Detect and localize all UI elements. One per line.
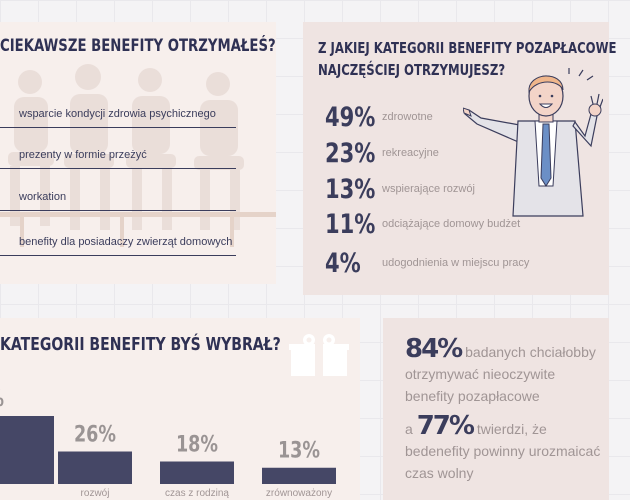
card-preferred-categories-chart: KATEGORII BENEFITY BYŚ WYBRAŁ? % 26% rozwó… <box>0 318 360 500</box>
card2-title-line1: Z JAKIEJ KATEGORII BENEFITY POZAPŁACOWE <box>318 39 617 57</box>
summary-percent: 84% <box>405 334 463 364</box>
list-item: benefity dla posiadaczy zwierząt domowyc… <box>0 236 236 256</box>
chart-bar <box>262 467 336 484</box>
bar-chart: % 26% rozwój 18% czas z rodziną 13% zrównoważo… <box>0 386 336 499</box>
card-interesting-benefits: CIEKAWSZE BENEFITY OTRZYMAŁEŚ? wsparcie … <box>0 22 276 284</box>
card-category-stats: Z JAKIEJ KATEGORII BENEFITY POZAPŁACOWE … <box>303 22 617 295</box>
stat-label: odciążające domowy budżet <box>382 218 521 230</box>
chart-bar <box>58 451 132 484</box>
chart-bar <box>160 461 234 484</box>
chart-value-label: 13% <box>278 438 320 463</box>
list-item: prezenty w formie przeżyć <box>0 149 236 169</box>
list-item-label: prezenty w formie przeżyć <box>19 149 147 161</box>
card1-title: CIEKAWSZE BENEFITY OTRZYMAŁEŚ? <box>0 36 276 56</box>
summary-prefix: a <box>405 421 413 437</box>
stat-percent: 49% <box>325 102 376 133</box>
chart-title: KATEGORII BENEFITY BYŚ WYBRAŁ? <box>0 334 281 355</box>
summary-paragraph-1: 84% badanych chciałobby otrzymywać nieoc… <box>405 336 605 407</box>
chart-value-label: 26% <box>74 422 116 447</box>
stat-percent: 4% <box>325 248 361 279</box>
summary-percent: 77% <box>416 411 475 441</box>
stat-label: udogodnienia w miejscu pracy <box>382 257 530 269</box>
list-item-label: benefity dla posiadaczy zwierząt domowyc… <box>19 236 233 248</box>
gift-icon <box>289 334 349 376</box>
list-item: workation <box>0 191 236 211</box>
card-summary-stats: 84% badanych chciałobby otrzymywać nieoc… <box>383 318 609 500</box>
card2-title-line2: NAJCZĘŚCIEJ OTRZYMUJESZ? <box>318 61 506 79</box>
stat-percent: 11% <box>325 209 376 240</box>
chart-bar <box>0 416 54 484</box>
chart-value-label: % <box>0 386 4 411</box>
stat-percent: 13% <box>325 174 376 205</box>
stat-label: zdrowotne <box>382 111 433 123</box>
list-item-label: wsparcie kondycji zdrowia psychicznego <box>19 108 216 120</box>
summary-paragraph-2: a 77% twierdzi, że bedenefity powinny ur… <box>405 413 605 484</box>
stat-label: wspierające rozwój <box>382 183 475 195</box>
chart-category-label: rozwój <box>81 488 110 499</box>
chart-category-label: czas z rodziną <box>165 488 229 499</box>
stat-label: rekreacyjne <box>382 147 439 159</box>
list-item: wsparcie kondycji zdrowia psychicznego <box>0 108 236 128</box>
stat-percent: 23% <box>325 138 376 169</box>
businessman-pointing-illustration <box>463 68 603 217</box>
list-item-label: workation <box>19 191 67 203</box>
card2-title: Z JAKIEJ KATEGORII BENEFITY POZAPŁACOWE … <box>318 37 617 81</box>
chart-value-label: 18% <box>176 432 218 457</box>
chart-category-label: zrównoważony <box>266 488 332 499</box>
summary-text: badanych chciałobby otrzymywać nieoczywi… <box>405 344 596 404</box>
people-sitting-background-illustration <box>0 64 276 247</box>
summary-text: twierdzi, że bedenefity powinny urozmaic… <box>405 421 601 481</box>
